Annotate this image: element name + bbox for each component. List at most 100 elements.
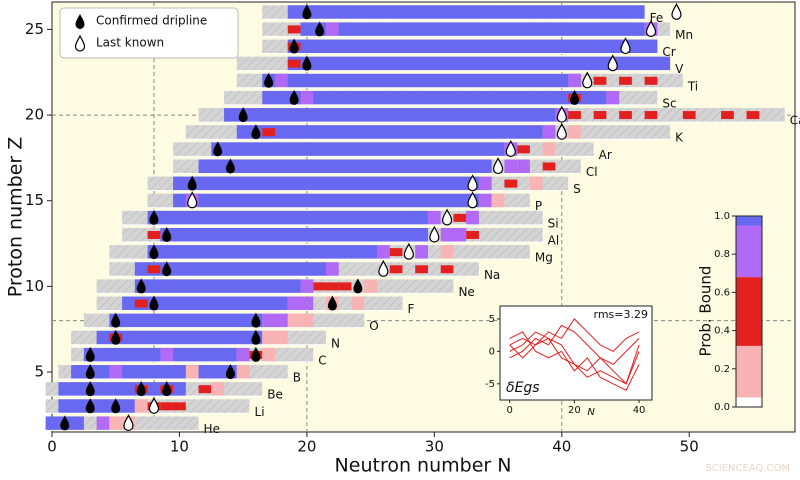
last-known-marker [429,225,440,243]
last-known-marker [441,208,453,226]
inset-annotation: rms=3.29 [594,308,648,321]
inset-y-tick-label: 5 [489,314,495,325]
last-known-marker [620,37,631,55]
probability-cell [275,330,288,345]
element-label: Ca [790,114,800,128]
probability-cell [529,176,543,191]
watermark: SCIENCEAQ.COM [705,463,790,474]
probability-cell [440,227,454,242]
bound-range [134,279,301,294]
element-label: S [573,182,581,196]
element-label: Al [548,233,560,247]
last-known-marker [467,174,478,192]
bound-range [300,22,645,37]
probability-cell [338,282,352,291]
confirmed-marker [136,381,146,397]
probability-cell [389,265,403,274]
bound-range [147,210,428,225]
confirmed-marker [238,107,248,123]
confirmed-marker [251,346,261,362]
probability-cell [300,90,314,105]
element-label: B [293,371,301,385]
inset-line [509,331,640,391]
confirmed-marker [289,38,299,54]
bound-range [236,125,543,140]
bound-range [83,347,237,362]
confirmed-marker [289,89,299,105]
bound-range [224,108,556,123]
confirmed-marker [251,329,261,345]
bound-range [160,227,428,242]
probability-cell [517,159,530,174]
inset-box [499,305,653,401]
y-tick-label: 15 [25,191,44,209]
probability-cell [287,313,301,328]
confirmed-marker [111,398,121,414]
confirmed-marker [225,158,235,174]
probability-cell [262,347,276,362]
probability-cell [542,162,556,171]
confirmed-marker [570,89,580,105]
legend-last-known: Last known [96,36,164,50]
y-tick-label: 25 [25,20,44,38]
element-label: Si [548,216,559,230]
probability-cell [466,210,479,225]
element-label: Ti [687,79,698,93]
probability-cell [491,193,505,208]
probability-cell [721,111,734,120]
bound-range [71,365,237,380]
probability-cell [287,296,301,311]
probability-cell [134,299,148,308]
inset-x-tick-label: 20 [568,405,581,416]
confirmed-marker [60,415,70,431]
bound-range [287,5,645,20]
probability-cell [466,230,479,239]
confirmed-marker [162,381,172,397]
probability-cell [364,279,377,294]
element-label: Mn [675,28,693,42]
legend-last-known-icon [74,34,86,52]
probability-cell [478,193,492,208]
confirmed-marker [85,381,95,397]
probability-cell [427,210,441,225]
confirmed-marker [315,21,325,37]
probability-cell [287,59,301,68]
probability-cell [453,227,467,242]
bound-range [287,39,658,54]
probability-cell [593,111,607,120]
x-tick-label: 10 [170,438,189,456]
confirmed-marker [251,312,261,328]
element-label: N [331,336,340,350]
element-label: P [535,199,542,213]
last-known-marker [148,396,160,414]
element-label: K [675,131,684,145]
bound-range [122,296,288,311]
confirmed-marker [85,364,95,380]
y-tick-label: 20 [25,106,44,124]
element-label: Mg [535,251,553,265]
probability-cell [619,111,632,120]
probability-cell [275,313,288,328]
last-known-marker [556,122,567,140]
confirmed-marker [111,329,121,345]
confirmed-marker [162,226,172,242]
probability-cell [568,73,581,88]
x-tick-label: 30 [425,438,444,456]
probability-cell [109,365,123,380]
probability-cell [568,125,581,140]
confirmed-marker [213,141,223,157]
probability-cell [606,90,620,105]
element-label: F [407,302,414,316]
probability-cell [262,330,276,345]
y-axis-label: Proton number Z [5,137,27,298]
confirmed-marker [85,398,95,414]
legend-box [59,7,239,59]
confirmed-marker [149,209,159,225]
bound-range [109,313,263,328]
colorbar-label: Prob. Bound [697,266,715,357]
element-label: Cr [662,45,675,59]
probability-cell [619,76,632,85]
colorbar-frame [735,215,763,408]
bound-range [134,262,327,277]
